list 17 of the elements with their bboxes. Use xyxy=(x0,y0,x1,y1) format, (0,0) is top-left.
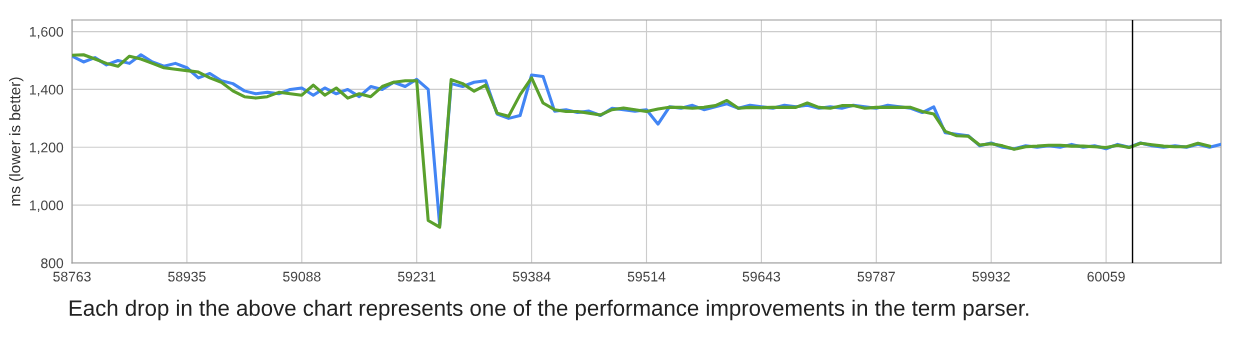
x-tick-label: 60059 xyxy=(1087,271,1125,282)
y-tick-label: 1,000 xyxy=(29,200,64,212)
x-tick-label: 59231 xyxy=(397,271,436,282)
y-tick-label: 1,400 xyxy=(29,84,64,97)
text: Each drop in the above chart represents one of the performance improvements in the term parser. xyxy=(69,299,1029,321)
x-tick-label: 58763 xyxy=(53,271,91,282)
x-tick-label: 59932 xyxy=(972,271,1010,282)
x-tick-label: 59787 xyxy=(857,271,895,282)
y-tick-label: 1,600 xyxy=(29,26,64,39)
x-tick-label: 59643 xyxy=(742,271,781,282)
x-tick-label: 59514 xyxy=(627,271,666,282)
x-tick-label: 59384 xyxy=(512,271,551,282)
y-axis-title: ms (lower is better) xyxy=(9,77,24,206)
y-tick-label: 800 xyxy=(41,258,64,269)
x-tick-label: 58935 xyxy=(168,271,206,282)
y-tick-label: 1,200 xyxy=(29,142,64,155)
x-tick-label: 59088 xyxy=(283,271,321,282)
